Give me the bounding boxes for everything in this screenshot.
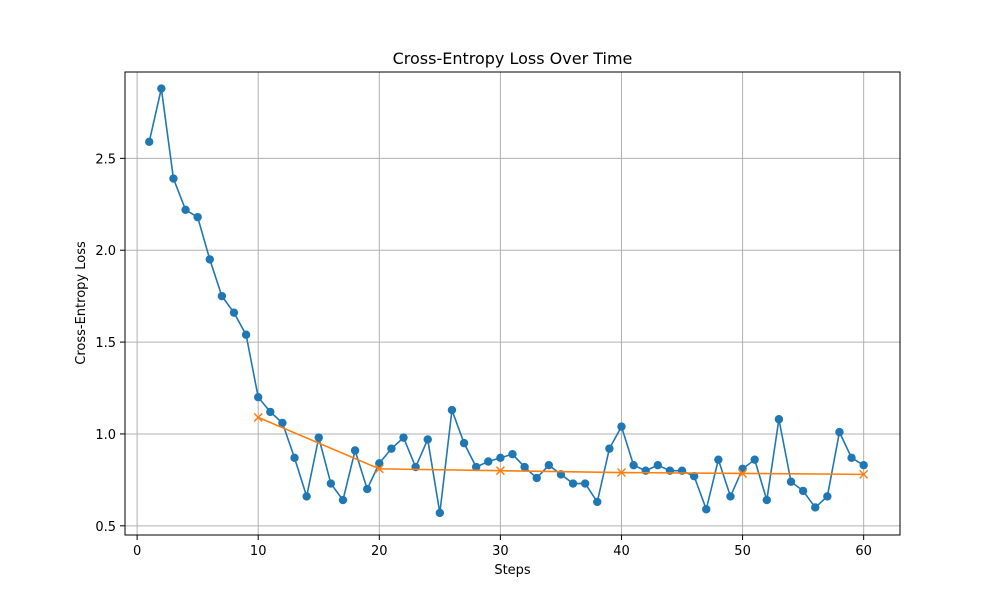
- data-point: [326, 479, 336, 488]
- data-point: [750, 455, 759, 464]
- x-tick-label: 50: [734, 544, 751, 559]
- data-point: [169, 174, 178, 183]
- data-point: [375, 459, 384, 468]
- y-axis-label: Cross-Entropy Loss: [74, 241, 89, 365]
- data-point: [859, 460, 868, 470]
- data-point: [471, 462, 481, 472]
- data-point: [241, 330, 251, 339]
- data-point: [544, 460, 554, 470]
- x-marker-stroke: [253, 412, 263, 422]
- data-point: [217, 291, 227, 301]
- data-point: [338, 495, 348, 505]
- x-marker-stroke: [495, 466, 505, 476]
- data-point: [302, 492, 311, 501]
- x-tick-label: 40: [613, 544, 630, 559]
- data-point: [229, 308, 239, 317]
- data-point: [362, 484, 372, 494]
- data-point: [496, 453, 505, 463]
- y-tick-label: 2.0: [95, 244, 116, 259]
- data-point: [835, 427, 844, 437]
- x-tick-label: 0: [133, 544, 141, 559]
- ticks: 0 10 20 30 40 50 60 0.5 1.0 1.5 2.0 2.5: [95, 152, 872, 559]
- data-point: [290, 453, 299, 463]
- data-point: [798, 486, 808, 496]
- data-point: [605, 444, 614, 453]
- data-point: [702, 505, 711, 514]
- data-point: [847, 453, 856, 463]
- data-point: [399, 433, 408, 442]
- x-marker-stroke: [374, 464, 384, 474]
- series-1: [145, 84, 868, 518]
- y-tick-label: 1.5: [95, 336, 116, 351]
- data-point: [786, 477, 796, 486]
- data-point: [495, 466, 505, 476]
- data-point: [193, 212, 202, 222]
- data-point: [738, 464, 747, 474]
- series-2-line: [257, 416, 864, 476]
- data-point: [617, 422, 626, 431]
- x-tick-label: 10: [250, 544, 267, 559]
- data-point: [653, 460, 663, 470]
- data-point: [859, 469, 869, 479]
- chart-title: Cross-Entropy Loss Over Time: [393, 49, 633, 68]
- data-point: [314, 433, 323, 442]
- data-point: [254, 393, 263, 402]
- data-point: [508, 449, 517, 459]
- data-point: [532, 473, 541, 483]
- data-point: [593, 497, 602, 507]
- data-point: [266, 407, 275, 417]
- data-point: [616, 468, 627, 478]
- y-tick-label: 2.5: [95, 152, 116, 167]
- data-point: [374, 464, 384, 474]
- data-point: [484, 457, 493, 466]
- data-point: [738, 468, 748, 478]
- data-point: [447, 405, 457, 415]
- x-marker-stroke: [859, 469, 869, 479]
- data-point: [145, 137, 154, 147]
- y-tick-label: 1.0: [95, 428, 116, 443]
- data-point: [762, 495, 771, 505]
- x-tick-label: 30: [492, 544, 509, 559]
- data-point: [823, 492, 832, 501]
- data-point: [435, 508, 445, 518]
- y-tick-label: 0.5: [95, 520, 116, 535]
- data-point: [278, 418, 287, 428]
- x-tick-label: 60: [855, 544, 872, 559]
- data-point: [157, 84, 166, 93]
- data-point: [459, 438, 469, 448]
- grid: [125, 72, 900, 535]
- series-layer: [145, 84, 869, 518]
- data-point: [423, 435, 432, 444]
- series-2: [253, 412, 869, 479]
- x-marker-stroke: [616, 468, 627, 478]
- data-point: [774, 415, 784, 424]
- x-axis-label: Steps: [494, 563, 531, 578]
- data-point: [253, 412, 263, 422]
- data-point: [387, 444, 396, 453]
- x-marker-stroke: [738, 468, 748, 478]
- data-point: [205, 255, 214, 264]
- data-point: [726, 492, 735, 501]
- data-point: [811, 503, 820, 512]
- data-point: [181, 205, 190, 214]
- data-point: [689, 472, 699, 481]
- data-point: [641, 466, 650, 475]
- data-point: [568, 479, 578, 488]
- x-tick-label: 20: [371, 544, 388, 559]
- data-point: [350, 446, 360, 455]
- data-point: [629, 460, 638, 470]
- data-point: [580, 479, 590, 488]
- data-point: [520, 462, 529, 472]
- data-point: [714, 455, 723, 464]
- plot-frame: [124, 71, 901, 536]
